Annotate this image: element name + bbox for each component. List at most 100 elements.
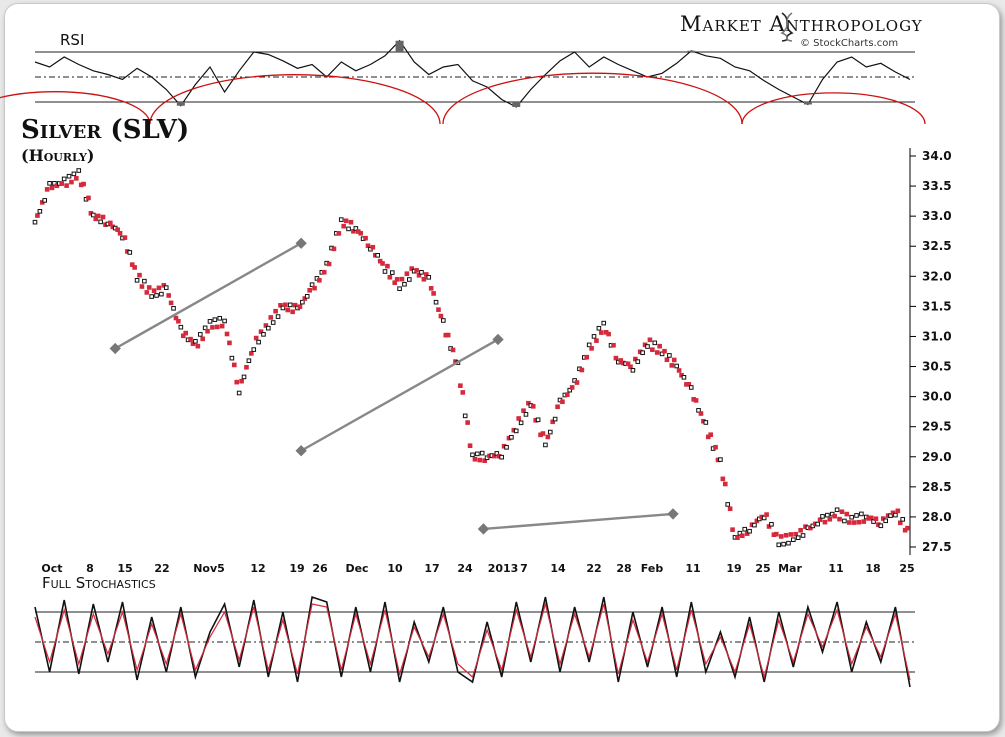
price-dot [523, 412, 529, 417]
price-dot [596, 325, 602, 331]
price-dot [564, 392, 570, 397]
price-dot [205, 328, 210, 334]
x-tick-label: 17 [424, 562, 439, 575]
price-dot [513, 428, 519, 434]
price-dot [166, 293, 171, 298]
price-dot [241, 374, 247, 380]
price-dot [309, 282, 315, 287]
x-tick-label: 2013 [488, 562, 519, 575]
price-dot [433, 299, 439, 305]
rsi-shaded-area [512, 102, 521, 107]
price-dot [888, 513, 893, 518]
brand-logo-text: Market Anthropology [680, 12, 923, 36]
price-dot [589, 346, 594, 351]
price-dot [321, 269, 327, 275]
price-dot [71, 171, 77, 177]
x-tick-label: 7 [520, 562, 528, 575]
price-dot [681, 375, 687, 380]
trend-line [114, 242, 302, 350]
price-chart-subtitle: (Hourly) [21, 146, 95, 165]
price-dot [256, 339, 261, 345]
price-dot [698, 411, 704, 416]
price-dot [207, 319, 213, 324]
price-dot [764, 512, 769, 517]
x-tick-label: 25 [755, 562, 770, 575]
price-dot [176, 318, 181, 324]
rsi-shaded-area [395, 40, 404, 52]
price-dot [292, 302, 298, 308]
price-dot [93, 216, 99, 222]
x-tick-label: Mar [778, 562, 802, 575]
price-dot [696, 408, 701, 413]
price-dot [645, 344, 650, 349]
price-dot [392, 280, 398, 285]
stoch-d-line [34, 601, 911, 681]
price-dot [518, 420, 524, 426]
price-dot [382, 269, 388, 274]
price-dot [263, 323, 269, 328]
price-dot [278, 302, 283, 308]
price-y-tick-label: 30.0 [922, 390, 952, 404]
price-dot [258, 329, 264, 334]
price-dot [134, 278, 140, 283]
price-dot [878, 523, 884, 529]
price-dot [815, 521, 820, 527]
price-dot [419, 269, 424, 275]
x-tick-label: 22 [586, 562, 601, 575]
price-dot [49, 185, 55, 191]
price-dot [285, 307, 291, 313]
price-dot [647, 337, 653, 343]
price-y-tick-label: 29.0 [922, 450, 952, 464]
price-dot [380, 261, 385, 266]
price-dot [849, 514, 854, 520]
price-dot [669, 363, 675, 368]
price-y-tick-label: 34.0 [922, 149, 952, 163]
price-dot [159, 291, 164, 297]
price-dot [317, 277, 322, 283]
price-dot [747, 528, 752, 534]
price-dot [465, 420, 470, 425]
stoch-k-line [34, 595, 911, 688]
price-dot [404, 271, 410, 276]
price-dot [266, 325, 271, 331]
stochastics-panel-label: Full Stochastics [42, 574, 156, 592]
price-dot [283, 302, 288, 308]
price-dot [431, 291, 436, 296]
trend-line-endpoint [492, 333, 504, 346]
price-dot [246, 358, 252, 364]
price-dot [399, 276, 405, 282]
price-dot [871, 519, 876, 524]
price-dot [193, 338, 198, 344]
price-dot [163, 285, 169, 290]
price-dot [232, 362, 237, 368]
price-dot [146, 285, 152, 290]
price-dot [37, 209, 43, 214]
price-dot [900, 517, 906, 522]
price-dot [530, 404, 536, 409]
rsi-cycle-arc [0, 91, 151, 125]
price-dot [214, 324, 220, 330]
price-dot [441, 318, 446, 323]
price-dot [547, 429, 553, 435]
rsi-cycle-arc [149, 74, 441, 125]
price-dot [54, 183, 60, 189]
price-dot [722, 481, 728, 487]
price-y-tick-label: 32.5 [922, 239, 952, 253]
price-dot [222, 318, 227, 324]
price-dot [897, 520, 903, 526]
x-tick-label: Oct [41, 562, 62, 575]
rsi-cycle-arc [442, 72, 743, 125]
price-dot [778, 534, 784, 539]
rsi-shaded-area [803, 102, 812, 105]
price-dot [438, 313, 444, 319]
price-y-tick-label: 27.5 [922, 540, 952, 554]
price-dot [331, 246, 337, 252]
price-dot [727, 506, 733, 512]
price-dot [883, 518, 888, 524]
price-dot [365, 243, 371, 249]
price-dot [851, 520, 857, 525]
rsi-cycle-arc [741, 92, 926, 125]
price-y-tick-label: 33.0 [922, 209, 952, 223]
price-dot [377, 258, 383, 264]
price-dot [499, 454, 504, 460]
